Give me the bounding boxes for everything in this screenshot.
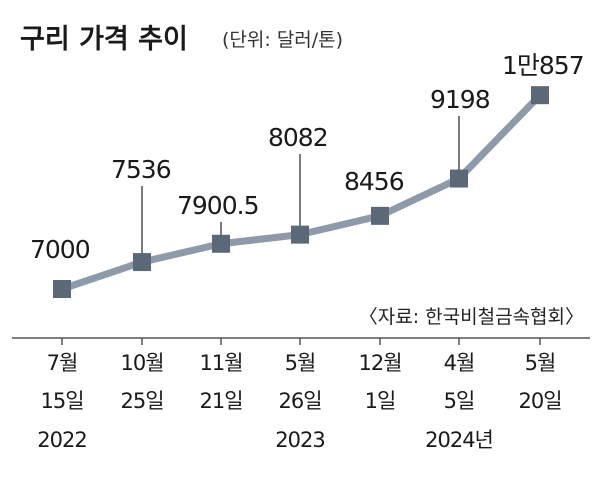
x-tick-day-2: 25일: [120, 389, 163, 413]
source-note: 〈자료: 한국비철금속협회〉: [359, 306, 584, 328]
chart-title: 구리 가격 추이: [20, 24, 188, 55]
data-point-5: [371, 206, 389, 225]
leader-lines: [141, 116, 460, 263]
x-year-label-2: 2023: [275, 428, 324, 452]
value-label-2: 7536: [111, 155, 171, 184]
x-tick-day-7: 20일: [518, 389, 561, 413]
data-point-6: [450, 169, 468, 188]
x-tick-month-3: 11월: [199, 351, 242, 375]
x-tick-day-3: 21일: [199, 389, 242, 413]
value-label-7: 1만857: [502, 51, 584, 80]
x-year-label-1: 2022: [37, 428, 86, 452]
chart-unit: (단위: 달러/톤): [222, 29, 343, 51]
x-tick-month-6: 4월: [444, 351, 475, 375]
data-point-1: [53, 280, 71, 298]
x-tick-day-1: 15일: [40, 389, 83, 413]
x-tick-month-2: 10월: [120, 351, 163, 375]
x-year-label-3: 2024년: [425, 428, 493, 452]
value-label-4: 8082: [268, 123, 328, 152]
x-tick-month-4: 5월: [285, 351, 316, 375]
data-point-4: [291, 225, 309, 244]
value-label-5: 8456: [344, 167, 404, 196]
x-tick-day-4: 26일: [278, 389, 321, 413]
x-axis-ticks: 7월 15일 10월 25일 11월 21일 5월 26일 12월 1일 4월 5일 5월 20일 2022…: [37, 338, 563, 452]
x-tick-month-7: 5월: [525, 351, 556, 375]
value-label-3: 7900.5: [177, 191, 258, 220]
data-point-7: [531, 86, 549, 105]
data-point-3: [212, 234, 230, 253]
x-tick-day-5: 1일: [365, 389, 396, 413]
x-tick-month-1: 7월: [47, 351, 78, 375]
price-series: [53, 86, 549, 298]
value-label-1: 7000: [30, 235, 90, 264]
x-tick-day-6: 5일: [444, 389, 475, 413]
data-point-2: [133, 253, 151, 272]
x-tick-month-5: 12월: [358, 351, 401, 375]
value-label-6: 9198: [430, 85, 490, 114]
